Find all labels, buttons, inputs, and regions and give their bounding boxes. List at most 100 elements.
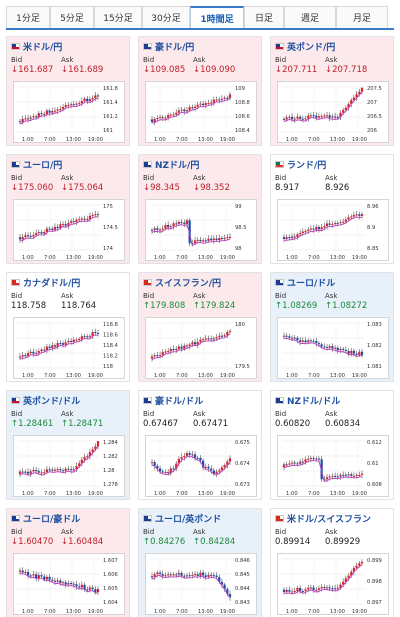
tab-0[interactable]: 1分足 (6, 6, 50, 28)
mini-chart[interactable]: 1.284 1.282 1.28 1.278 1:00 7:00 13:00 19:00 (13, 435, 125, 497)
tab-2[interactable]: 15分足 (94, 6, 142, 28)
mini-chart[interactable]: 0.899 0.898 0.897 1:00 7:00 13:00 19:00 (277, 553, 389, 615)
tab-5[interactable]: 日足 (244, 6, 284, 28)
rate-card[interactable]: 米ドル/円 Bid Ask ↓161.687 ↓161.689 161.8 161.4 161… (6, 36, 130, 146)
ask-label: Ask (61, 56, 74, 64)
candle-body (21, 570, 24, 573)
candle-body (193, 342, 197, 345)
pair-title[interactable]: NZドル/ドル (275, 394, 340, 407)
rate-card[interactable]: ユーロ/円 Bid Ask ↓175.060 ↓175.064 175 174.5 174 1:… (6, 154, 130, 264)
rate-card[interactable]: 豪ドル/ドル Bid Ask 0.67467 0.67471 0.675 0.674 0.67… (138, 390, 262, 500)
mini-chart[interactable]: 99 98.5 98 1:00 7:00 13:00 19:00 (145, 199, 257, 261)
mini-chart[interactable]: 1.607 1.606 1.605 1.604 1:00 7:00 13:00 19:00 (13, 553, 125, 615)
tab-4[interactable]: 1時間足 (190, 6, 244, 28)
candle-body (304, 118, 307, 120)
mini-chart[interactable]: 0.846 0.845 0.844 0.843 1:00 7:00 13:00 19:00 (145, 553, 257, 615)
pair-title[interactable]: ユーロ/ドル (275, 276, 335, 289)
pair-title[interactable]: 米ドル/スイスフラン (275, 512, 371, 525)
candle-body (228, 94, 232, 99)
rate-card[interactable]: カナダドル/円 Bid Ask 118.758 118.764 118.8 118.6 118… (6, 272, 130, 382)
candle-body (59, 580, 62, 584)
pair-title[interactable]: ランド/円 (275, 158, 327, 171)
pair-title[interactable]: ユーロ/英ポンド (143, 512, 221, 525)
candle-body (75, 584, 78, 587)
candle-body (307, 587, 310, 590)
rate-card[interactable]: スイスフラン/円 Bid Ask ↑179.808 ↑179.824 180 179.5 1:… (138, 272, 262, 382)
x-tick-label: 13:00 (66, 137, 81, 143)
y-tick-label: 180 (235, 322, 245, 328)
candle-body (220, 238, 224, 240)
pair-title[interactable]: 豪ドル/ドル (143, 394, 203, 407)
ask-value: 0.60834 (325, 419, 361, 429)
tab-1[interactable]: 5分足 (50, 6, 94, 28)
rate-card[interactable]: ユーロ/英ポンド Bid Ask ↑0.84276 ↑0.84284 0.846 0.845… (138, 508, 262, 617)
x-tick-label: 7:00 (44, 491, 56, 497)
candle-body (226, 461, 229, 466)
bid-label: Bid (143, 410, 155, 418)
rate-card[interactable]: 米ドル/スイスフラン Bid Ask 0.89914 0.89929 0.899 0.898… (270, 508, 394, 617)
pair-title[interactable]: ユーロ/豪ドル (11, 512, 80, 525)
mini-chart[interactable]: 207.5 207 206.5 206 1:00 7:00 13:00 19:00 (277, 81, 389, 143)
candle-body (175, 463, 178, 470)
moving-average-line (283, 91, 363, 122)
pair-title[interactable]: ユーロ/円 (11, 158, 62, 171)
candle-body (304, 589, 307, 592)
candle-body (61, 582, 65, 584)
candle-body (226, 97, 229, 99)
tab-6[interactable]: 週足 (284, 6, 336, 28)
x-tick-label: 1:00 (22, 491, 34, 497)
mini-chart[interactable]: 180 179.5 1:00 7:00 13:00 19:00 (145, 317, 257, 379)
candle-body (347, 103, 350, 108)
candle-body (161, 471, 164, 473)
mini-chart[interactable]: 0.612 0.61 0.608 1:00 7:00 13:00 19:00 (277, 435, 389, 497)
candle-body (350, 571, 353, 576)
pair-title[interactable]: カナダドル/円 (11, 276, 80, 289)
rate-card[interactable]: ユーロ/豪ドル Bid Ask ↓1.60470 ↓1.60484 1.607 1.606 1… (6, 508, 130, 617)
candle-body (355, 353, 358, 355)
candle-body (40, 575, 43, 577)
candle-body (18, 121, 22, 123)
tab-7[interactable]: 月足 (336, 6, 388, 28)
pair-title[interactable]: 豪ドル/円 (143, 40, 194, 53)
mini-chart[interactable]: 109 108.8 108.6 108.4 1:00 7:00 13:00 19:00 (145, 81, 257, 143)
tab-3[interactable]: 30分足 (142, 6, 190, 28)
candle-body (290, 236, 294, 239)
candle-body (26, 471, 30, 474)
candle-body (21, 471, 24, 473)
candle-body (320, 344, 323, 347)
mini-chart[interactable]: 175 174.5 174 1:00 7:00 13:00 19:00 (13, 199, 125, 261)
candle-body (293, 590, 296, 592)
mini-chart[interactable]: 0.675 0.674 0.673 1:00 7:00 13:00 19:00 (145, 435, 257, 497)
candle-body (59, 108, 62, 110)
rate-card[interactable]: ランド/円 Bid Ask 8.917 8.926 8.96 8.9 8.85 1:00 7:00… (270, 154, 394, 264)
mini-chart[interactable]: 118.8 118.6 118.4 118.2 118 1:00 7:00 13:00 19:0… (13, 317, 125, 379)
bid-label: Bid (275, 528, 287, 536)
rate-card[interactable]: NZドル/円 Bid Ask ↓98.345 ↓98.352 99 98.5 98 1:00 7:… (138, 154, 262, 264)
candle-body (188, 453, 191, 455)
rate-card[interactable]: 豪ドル/円 Bid Ask ↓109.085 ↓109.090 109 108.8 108.6… (138, 36, 262, 146)
mini-chart[interactable]: 1.083 1.082 1.081 1:00 7:00 13:00 19:00 (277, 317, 389, 379)
candle-body (80, 584, 83, 588)
candle-body (29, 575, 32, 577)
y-tick-label: 0.845 (235, 572, 250, 578)
candle-body (344, 578, 347, 582)
rate-card[interactable]: 英ポンド/円 Bid Ask ↓207.711 ↓207.718 207.5 207 206.… (270, 36, 394, 146)
candle-body (207, 574, 210, 577)
pair-title[interactable]: NZドル/円 (143, 158, 199, 171)
rate-card[interactable]: ユーロ/ドル Bid Ask ↑1.08269 ↑1.08272 1.083 1.082 1.… (270, 272, 394, 382)
chart-svg: 109 108.8 108.6 108.4 1:00 7:00 13:00 19:00 (150, 86, 251, 143)
pair-name: ランド/円 (287, 160, 327, 171)
rate-card[interactable]: 英ポンド/ドル Bid Ask ↑1.28461 ↑1.28471 1.284 1.282 1… (6, 390, 130, 500)
flag-icon (11, 278, 20, 286)
mini-chart[interactable]: 8.96 8.9 8.85 1:00 7:00 13:00 19:00 (277, 199, 389, 261)
pair-title[interactable]: 英ポンド/ドル (11, 394, 80, 407)
candle-body (304, 459, 307, 463)
pair-title[interactable]: 米ドル/円 (11, 40, 62, 53)
candle-body (285, 335, 288, 337)
rate-card[interactable]: NZドル/ドル Bid Ask 0.60820 0.60834 0.612 0.61 0.60… (270, 390, 394, 500)
pair-title[interactable]: スイスフラン/円 (143, 276, 221, 289)
mini-chart[interactable]: 161.8 161.4 161.2 161 1:00 7:00 13:00 19:00 (13, 81, 125, 143)
pair-title[interactable]: 英ポンド/円 (275, 40, 335, 53)
candle-body (347, 474, 350, 476)
y-tick-label: 0.673 (235, 482, 250, 488)
